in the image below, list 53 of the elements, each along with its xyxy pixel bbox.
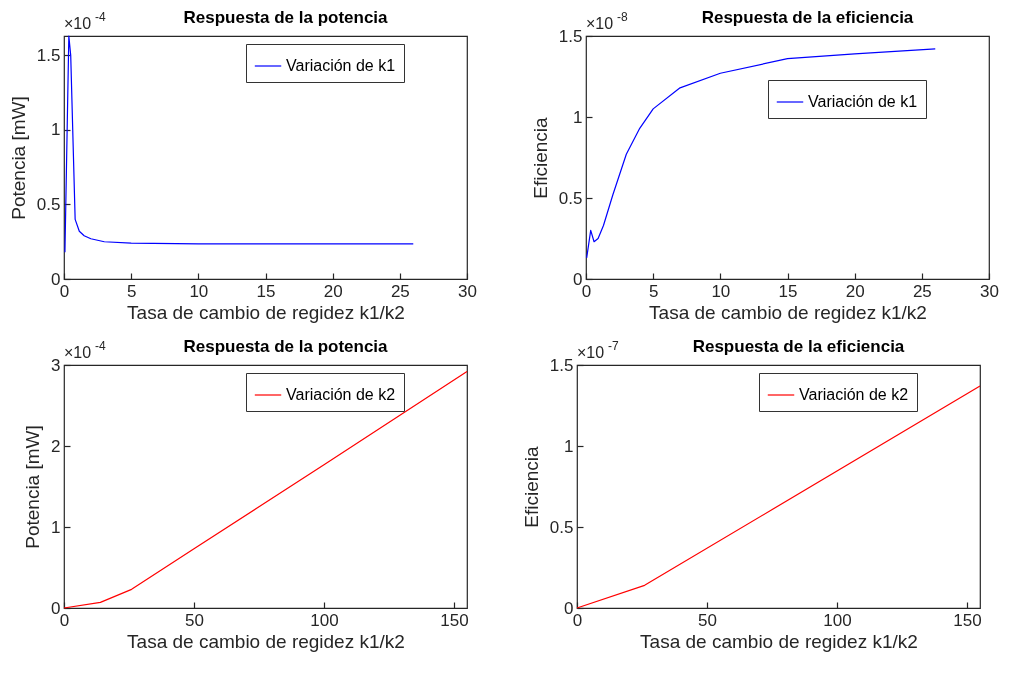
x-tick-label: 30	[458, 281, 477, 301]
x-axis-title: Tasa de cambio de regidez k1/k2	[127, 630, 405, 652]
y-axis-title: Eficiencia	[529, 116, 551, 199]
line-series	[64, 35, 414, 253]
text: ×10-8	[586, 10, 628, 32]
y-tick-label: 2	[51, 436, 61, 456]
y-tick-label: 0.5	[549, 517, 574, 537]
x-tick-label: 25	[912, 281, 932, 301]
y-axis-title: Potencia [mW]	[22, 425, 44, 549]
x-axis-title: Tasa de cambio de regidez k1/k2	[649, 301, 927, 323]
x-tick-label: 10	[189, 281, 209, 301]
y-tick-label: 1.5	[549, 355, 574, 375]
y-tick-label: 1	[51, 120, 61, 140]
x-tick-label: 15	[778, 281, 798, 301]
y-tick-label: 1.5	[36, 45, 61, 65]
x-axis-title: Tasa de cambio de regidez k1/k2	[640, 630, 918, 652]
x-tick-label: 100	[310, 610, 339, 630]
x-tick-label: 20	[323, 281, 343, 301]
x-tick-label: 15	[256, 281, 276, 301]
legend-label: Variación de k2	[799, 386, 909, 403]
x-tick-label: 30	[980, 281, 999, 301]
chart-title: Respuesta de la eficiencia	[692, 337, 905, 356]
x-tick-label: 150	[440, 610, 469, 630]
chart-title: Respuesta de la potencia	[183, 8, 389, 27]
text: ×10-7	[577, 339, 619, 361]
x-axis-title: Tasa de cambio de regidez k1/k2	[127, 301, 405, 323]
x-tick-label: 10	[711, 281, 731, 301]
x-tick-label: 5	[126, 281, 137, 301]
y-axis-title: Eficiencia	[520, 445, 542, 528]
text: ×10-4	[64, 339, 106, 361]
x-tick-label: 50	[185, 610, 204, 630]
legend-label: Variación de k1	[286, 57, 396, 74]
y-tick-label: 1	[573, 107, 583, 127]
chart-title: Respuesta de la eficiencia	[701, 8, 914, 27]
y-tick-label: 1.5	[558, 26, 583, 46]
y-tick-label: 0.5	[558, 188, 583, 208]
line-series	[63, 370, 468, 609]
legend-label: Variación de k2	[286, 386, 396, 403]
legend-label: Variación de k1	[808, 93, 918, 110]
y-tick-label: 1	[564, 436, 574, 456]
x-tick-label: 150	[953, 610, 982, 630]
x-tick-label: 5	[648, 281, 659, 301]
y-axis-title: Potencia [mW]	[7, 96, 29, 220]
x-tick-label: 25	[390, 281, 410, 301]
x-tick-label: 100	[823, 610, 852, 630]
y-tick-label: 0.5	[36, 194, 61, 214]
x-tick-label: 20	[845, 281, 865, 301]
text: ×10-4	[64, 10, 106, 32]
y-tick-label: 3	[51, 355, 61, 375]
chart-title: Respuesta de la potencia	[183, 337, 389, 356]
x-tick-label: 50	[698, 610, 717, 630]
y-tick-label: 1	[51, 517, 61, 537]
line-series	[586, 48, 936, 259]
